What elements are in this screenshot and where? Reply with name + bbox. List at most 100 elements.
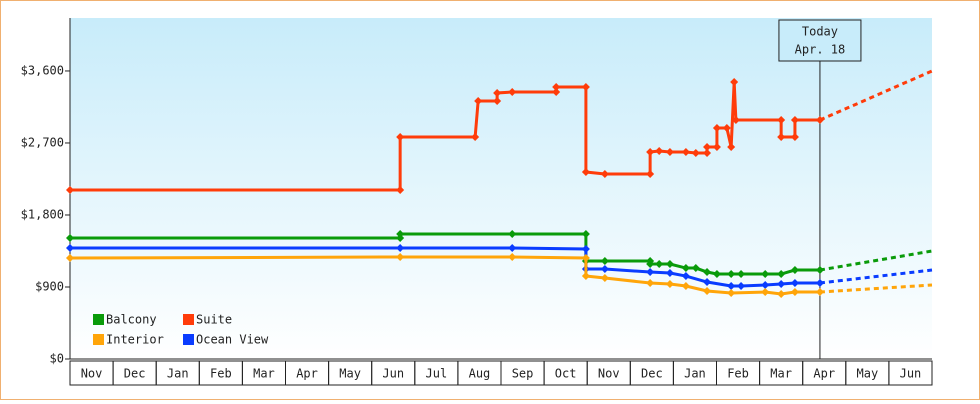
point [508,230,517,239]
point [493,88,502,97]
point [790,132,799,141]
point [646,268,655,277]
point [646,278,655,287]
legend-swatch [183,334,194,345]
point [600,274,609,283]
point [815,288,824,297]
point [646,260,655,269]
point [691,148,700,157]
point [66,186,74,195]
point [396,252,405,261]
point [727,142,736,151]
point [681,272,690,281]
point [655,260,664,269]
x-tick-label: Jan [167,367,189,381]
x-tick-label: Nov [598,367,620,381]
point [727,282,736,291]
point [66,234,74,243]
point [790,288,799,297]
point [600,264,609,273]
x-tick-label: Oct [555,367,577,381]
plot-area [70,18,932,359]
point [396,230,405,239]
point [646,148,655,157]
series-line [70,246,820,288]
point [790,116,799,125]
point [681,282,690,291]
legend-label: Ocean View [196,333,269,347]
today-label: Apr. 18 [795,43,846,57]
point [508,252,517,261]
point [727,288,736,297]
y-tick-label: $0 [50,352,64,366]
legend-label: Suite [196,313,232,327]
point [703,142,712,151]
point [581,254,590,263]
point [396,244,405,253]
point [790,266,799,275]
point [493,96,502,105]
point [581,272,590,281]
x-tick-label: Sep [512,367,534,381]
point [790,278,799,287]
point [581,230,590,239]
point [703,268,712,277]
x-tick-label: May [339,367,361,381]
x-tick-label: May [857,367,879,381]
point [737,282,746,291]
point [665,260,674,269]
point [600,256,609,265]
x-tick-label: Mar [253,367,275,381]
today-label: Today [802,25,838,39]
point [681,148,690,157]
x-tick-label: Feb [210,367,232,381]
legend-label: Interior [106,333,164,347]
point [777,116,786,125]
x-tick-label: Apr [296,367,318,381]
point [508,88,517,97]
point [474,96,483,105]
point [730,78,739,87]
point [646,170,655,179]
legend-swatch [93,314,104,325]
forecast-line [819,249,933,272]
point [815,266,824,275]
point [722,124,731,133]
x-tick-label: Mar [770,367,792,381]
y-tick-label: $1,800 [21,207,64,221]
point [665,148,674,157]
legend-swatch [183,314,194,325]
point [581,168,590,177]
forecast-line [819,69,933,122]
x-tick-label: Dec [641,367,663,381]
point [581,82,590,91]
point [712,124,721,133]
point [737,270,746,279]
point [731,116,740,125]
y-tick-label: $2,700 [21,135,64,149]
point [665,268,674,277]
point [815,116,824,125]
x-tick-label: Jul [426,367,448,381]
point [761,280,770,289]
point [396,186,405,195]
point [396,132,405,141]
x-tick-label: Aug [469,367,491,381]
point [66,254,74,263]
point [655,146,664,155]
point [471,132,480,141]
point [703,148,712,157]
point [691,264,700,273]
point [761,270,770,279]
point [581,244,590,253]
point [712,270,721,279]
point [552,88,561,97]
x-tick-label: Nov [81,367,103,381]
point [761,288,770,297]
point [552,82,561,91]
x-tick-label: Jun [382,367,404,381]
point [396,234,405,243]
point [777,290,786,299]
point [600,170,609,179]
